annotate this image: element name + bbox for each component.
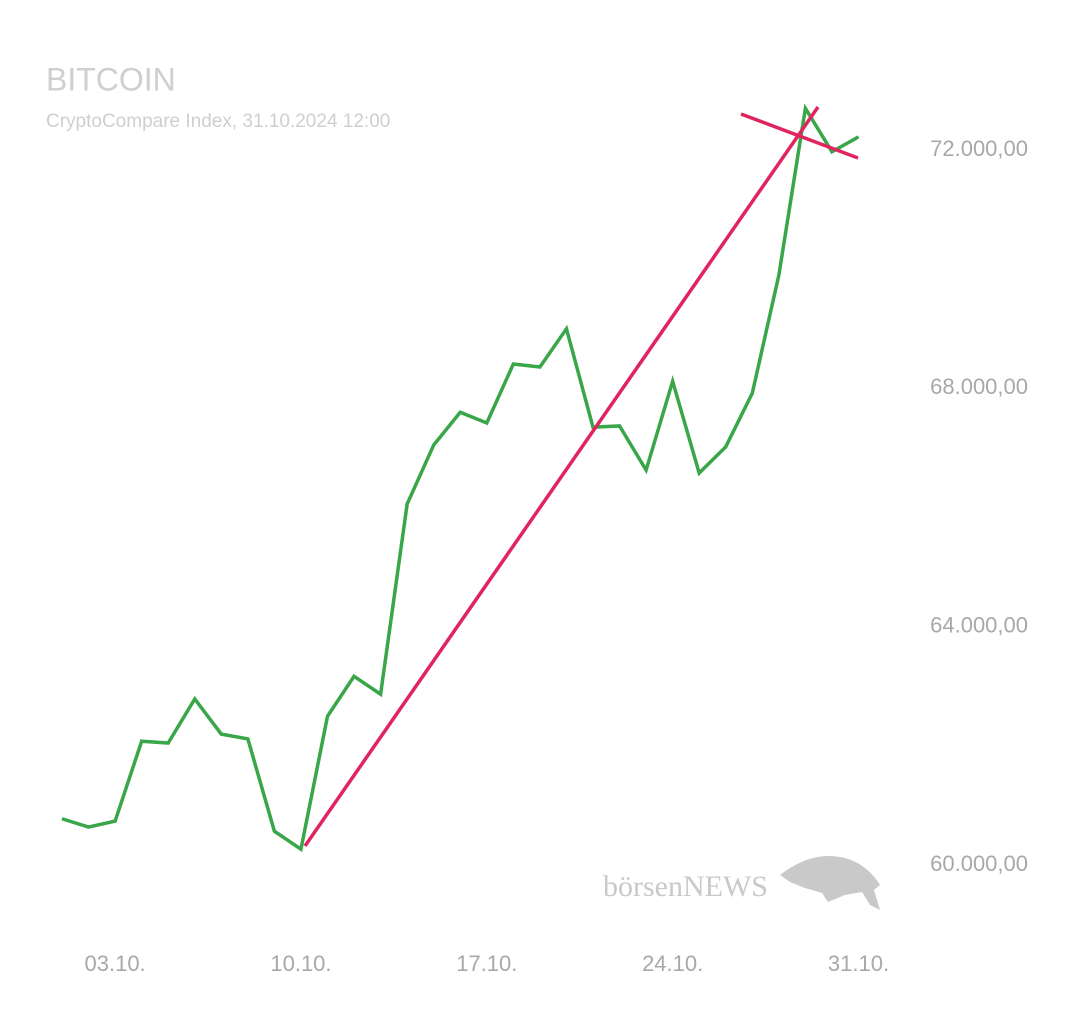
y-tick-label: 64.000,00 xyxy=(930,613,1028,638)
x-tick-label: 24.10. xyxy=(642,951,703,976)
data-line xyxy=(61,103,860,853)
chart-title: BITCOIN xyxy=(46,61,176,97)
trend-line xyxy=(303,106,820,847)
watermark-text: börsenNEWS xyxy=(603,870,768,903)
watermark: börsenNEWS xyxy=(603,855,880,910)
x-tick-label: 17.10. xyxy=(456,951,517,976)
x-tick-label: 31.10. xyxy=(828,951,889,976)
x-tick-label: 10.10. xyxy=(270,951,331,976)
bull-icon xyxy=(780,855,880,910)
x-tick-label: 03.10. xyxy=(85,951,146,976)
y-tick-label: 60.000,00 xyxy=(930,851,1028,876)
y-tick-label: 68.000,00 xyxy=(930,374,1028,399)
y-tick-label: 72.000,00 xyxy=(930,136,1028,161)
trend-lines xyxy=(303,106,859,847)
trend-line xyxy=(740,112,859,160)
chart-subtitle: CryptoCompare Index, 31.10.2024 12:00 xyxy=(46,111,390,132)
